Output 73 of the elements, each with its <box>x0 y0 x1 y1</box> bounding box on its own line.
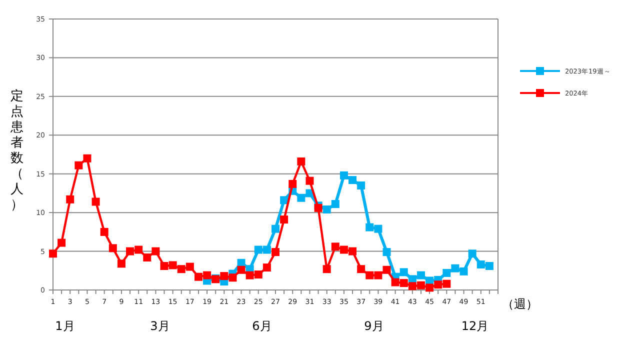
point <box>468 250 476 258</box>
text: 3月 <box>150 319 170 333</box>
point <box>297 194 306 202</box>
point <box>366 223 374 232</box>
text: 12月 <box>461 319 489 333</box>
point <box>451 264 460 272</box>
point <box>194 272 202 281</box>
point <box>262 246 271 254</box>
point <box>357 181 366 190</box>
point <box>280 216 288 224</box>
point <box>83 154 92 162</box>
point <box>348 176 357 184</box>
point <box>228 274 237 282</box>
text: 1月 <box>55 319 75 333</box>
point <box>442 280 451 288</box>
point <box>322 265 331 274</box>
point <box>108 244 117 252</box>
point <box>442 268 451 277</box>
point <box>254 246 262 254</box>
point <box>262 264 271 272</box>
point <box>340 171 348 180</box>
point <box>297 157 306 166</box>
point <box>460 267 468 276</box>
point <box>168 261 177 270</box>
text: 9月 <box>364 319 384 333</box>
point <box>143 253 152 262</box>
text: 6月 <box>252 319 272 333</box>
x-axis-title: （週） <box>502 297 538 311</box>
point <box>374 224 382 233</box>
point <box>66 195 74 204</box>
point <box>280 196 288 204</box>
point <box>416 271 425 280</box>
point <box>348 247 357 256</box>
point <box>126 247 134 256</box>
y-axis-title: 定点患者数（人） <box>10 89 24 212</box>
point <box>476 260 485 268</box>
point <box>74 161 83 170</box>
point <box>366 271 374 280</box>
point <box>49 250 57 258</box>
point <box>426 284 434 292</box>
point <box>58 238 66 247</box>
point <box>288 180 297 188</box>
point <box>374 271 382 280</box>
point <box>117 260 126 268</box>
point <box>272 224 280 233</box>
point <box>220 272 228 280</box>
point <box>186 262 194 271</box>
point <box>246 271 254 280</box>
point <box>331 242 340 251</box>
point <box>134 246 143 254</box>
point <box>306 176 314 185</box>
point <box>100 228 108 236</box>
point <box>322 205 331 214</box>
point <box>272 248 280 256</box>
point <box>357 265 366 274</box>
point <box>434 280 442 289</box>
point <box>340 246 348 254</box>
point <box>331 200 340 208</box>
point <box>400 279 408 288</box>
point <box>177 265 186 274</box>
point <box>92 198 100 206</box>
point <box>400 268 408 276</box>
point <box>237 266 246 274</box>
point <box>416 281 425 290</box>
point <box>485 262 494 270</box>
point <box>382 266 391 274</box>
point <box>382 248 391 256</box>
point <box>391 278 400 286</box>
point <box>254 270 262 279</box>
point <box>203 271 212 280</box>
point <box>160 262 168 270</box>
point <box>152 247 160 256</box>
point <box>408 282 416 290</box>
